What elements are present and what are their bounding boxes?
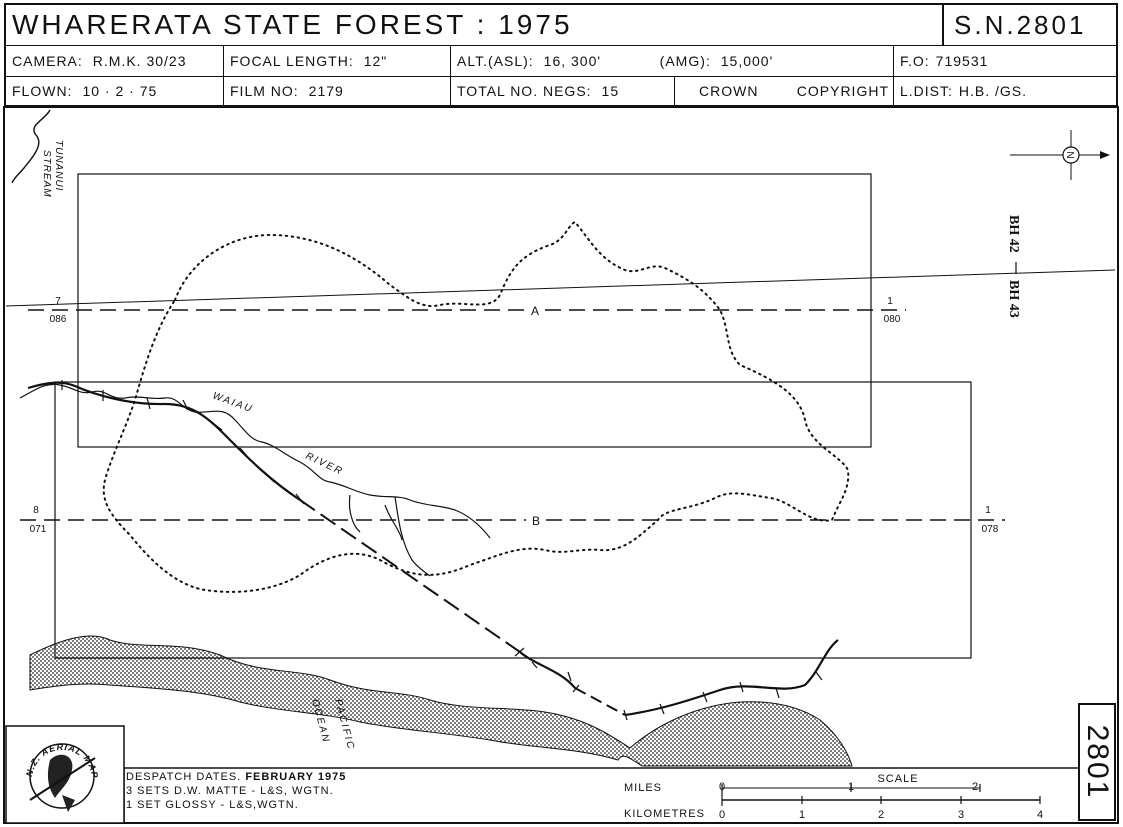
- ldist-label: L.DIST:: [900, 83, 953, 99]
- fo-label: F.O:: [900, 53, 930, 69]
- camera-cell: CAMERA: R.M.K. 30/23: [6, 46, 224, 77]
- stream-label: STREAM: [41, 150, 52, 198]
- fo-value: 719531: [935, 53, 989, 69]
- north-letter: N: [1064, 151, 1075, 158]
- sheet-bh43-label: BH 43: [1006, 280, 1021, 318]
- negs-cell: TOTAL NO. NEGS: 15: [451, 77, 675, 105]
- river-label: RIVER: [304, 451, 345, 478]
- altitude-label: ALT.(ASL):: [457, 53, 534, 69]
- sheet-bh42-label: BH 42: [1006, 215, 1021, 253]
- despatch-info: DESPATCH DATES. FEBRUARY 1975 3 SETS D.W…: [126, 770, 606, 812]
- despatch-date: FEBRUARY 1975: [245, 771, 347, 783]
- km-tick-4: 4: [1037, 809, 1043, 821]
- mile-tick-0: 0: [719, 781, 725, 793]
- film-cell: FILM NO: 2179: [224, 77, 451, 105]
- miles-label: MILES: [624, 782, 662, 794]
- sheet-number-stamp: 2801: [1078, 703, 1116, 821]
- km-tick-0: 0: [719, 809, 725, 821]
- camera-value: R.M.K. 30/23: [92, 53, 187, 69]
- flown-label: FLOWN:: [12, 83, 73, 99]
- flown-value: 10 · 2 · 75: [82, 83, 158, 99]
- sheet-number-stamp-text: 2801: [1081, 724, 1114, 800]
- negs-value: 15: [601, 83, 620, 99]
- sheet-boundary-line: [5, 269, 1116, 307]
- km-tick-3: 3: [958, 809, 964, 821]
- mile-tick-1: 1: [848, 781, 854, 793]
- flight-line-b: B 8 071 1 078: [20, 505, 1005, 535]
- ldist-cell: L.DIST: H.B. /GS.: [894, 77, 1116, 105]
- scale-title: SCALE: [877, 773, 918, 785]
- header-block: WHARERATA STATE FOREST : 1975 S.N.2801 C…: [4, 3, 1118, 107]
- copyright-cell: CROWN COPYRIGHT: [675, 77, 894, 105]
- altitude-cell: ALT.(ASL): 16, 300' (AMG): 15,000': [451, 46, 894, 77]
- run-a-label: A: [531, 304, 539, 318]
- altitude-value: 16, 300': [543, 53, 602, 69]
- run-a-end-code: 080: [884, 314, 901, 325]
- despatch-label: DESPATCH DATES.: [126, 771, 242, 783]
- north-arrow: N: [1010, 130, 1110, 180]
- scale-bar: [721, 784, 1041, 806]
- film-value: 2179: [308, 83, 344, 99]
- km-tick-1: 1: [799, 809, 805, 821]
- tunanui-stream: [11, 109, 51, 184]
- despatch-line-3: 1 SET GLOSSY - L&S,WGTN.: [126, 799, 299, 811]
- run-b-start-code: 071: [30, 524, 47, 535]
- run-a-start-code: 086: [50, 314, 67, 325]
- coast-stipple: [29, 635, 853, 767]
- map-frame: [3, 106, 1119, 824]
- negs-label: TOTAL NO. NEGS:: [457, 83, 592, 99]
- forest-boundary: [102, 220, 850, 593]
- fo-cell: F.O: 719531: [894, 46, 1116, 77]
- tunanui-label: TUNANUI: [53, 140, 64, 191]
- run-b-end-code: 078: [982, 524, 999, 535]
- flight-line-a: A 7 086 1 080: [28, 296, 906, 325]
- camera-label: CAMERA:: [12, 53, 83, 69]
- kilometres-label: KILOMETRES: [624, 808, 705, 820]
- flown-cell: FLOWN: 10 · 2 · 75: [6, 77, 224, 105]
- ldist-value: H.B. /GS.: [958, 83, 1028, 99]
- amg-value: 15,000': [720, 53, 774, 69]
- company-logo: N.Z. AERIAL MAPPING LTD: [0, 0, 125, 824]
- waiau-river: [19, 383, 491, 577]
- focal-length-value: 12": [363, 53, 388, 69]
- amg-label: (AMG):: [659, 53, 711, 69]
- focal-length-cell: FOCAL LENGTH: 12": [224, 46, 451, 77]
- run-b-end-num: 1: [985, 505, 991, 516]
- copyright-text: COPYRIGHT: [796, 83, 889, 99]
- run-b-start-num: 8: [33, 505, 39, 516]
- run-a-end-num: 1: [887, 296, 893, 307]
- focal-length-label: FOCAL LENGTH:: [230, 53, 354, 69]
- sheet-number: S.N.2801: [944, 5, 1116, 46]
- mile-tick-2: 2: [972, 781, 978, 793]
- film-label: FILM NO:: [230, 83, 299, 99]
- run-b-label: B: [532, 514, 540, 528]
- road-track: [27, 380, 839, 721]
- crown-text: CROWN: [699, 83, 759, 99]
- despatch-line-2: 3 SETS D.W. MATTE - L&S, WGTN.: [126, 785, 334, 797]
- run-a-start-num: 7: [55, 296, 61, 307]
- sheet-title: WHARERATA STATE FOREST : 1975: [6, 5, 944, 46]
- km-tick-2: 2: [878, 809, 884, 821]
